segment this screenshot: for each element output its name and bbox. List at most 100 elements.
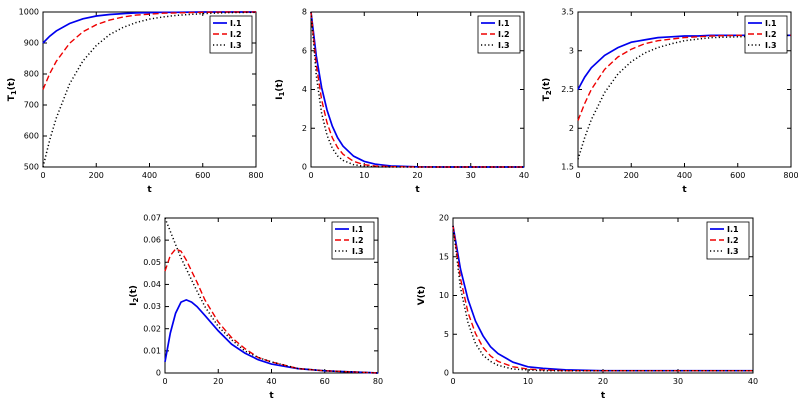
svg-text:0.03: 0.03 — [143, 302, 161, 311]
series-I.2 — [452, 225, 753, 372]
x-axis-label: t — [682, 185, 687, 195]
x-axis-label: t — [415, 185, 420, 195]
svg-text:2: 2 — [569, 124, 574, 133]
svg-text:0: 0 — [156, 369, 161, 378]
svg-text:1000: 1000 — [19, 8, 39, 17]
svg-text:20: 20 — [598, 377, 608, 386]
series-I.3 — [309, 11, 524, 168]
legend: I.1 I.2 I.3 — [706, 221, 750, 260]
chart-row-bottom: 0 20 40 60 80 0 0.01 0.02 0.03 0.04 0.05 0.06 0.07 t I… — [42, 211, 803, 405]
svg-text:20: 20 — [412, 171, 422, 180]
svg-text:40: 40 — [748, 377, 758, 386]
V-plot: 0 10 20 30 40 0 5 10 15 20 t V(t) I.1 I.2 I.3 — [417, 214, 758, 401]
svg-text:500: 500 — [24, 163, 39, 172]
svg-text:20: 20 — [213, 377, 223, 386]
legend-label-I.3: I.3 — [765, 41, 777, 50]
series-I.1 — [452, 225, 753, 372]
legend: I.1 I.2 I.3 — [209, 15, 253, 54]
svg-text:0.02: 0.02 — [143, 324, 161, 333]
svg-text:4: 4 — [301, 85, 306, 94]
legend-label-I.3: I.3 — [230, 41, 242, 50]
svg-text:0: 0 — [450, 377, 455, 386]
chart-row-top: 0 200 400 600 800 500 600 700 800 900 1000 t T1(t) I.… — [0, 5, 803, 199]
svg-text:0.04: 0.04 — [143, 280, 161, 289]
svg-text:0: 0 — [444, 369, 449, 378]
svg-text:200: 200 — [89, 171, 104, 180]
svg-text:0.06: 0.06 — [143, 236, 161, 245]
series-I.3 — [452, 225, 753, 372]
svg-text:40: 40 — [266, 377, 276, 386]
legend: I.1 I.2 I.3 — [477, 15, 520, 54]
svg-text:800: 800 — [24, 70, 39, 79]
legend-label-I.1: I.1 — [498, 19, 510, 28]
svg-text:0.05: 0.05 — [143, 258, 161, 267]
y-axis-label: T1(t) — [7, 78, 18, 102]
legend-label-I.1: I.1 — [352, 225, 364, 234]
svg-text:30: 30 — [673, 377, 683, 386]
svg-text:2.5: 2.5 — [561, 85, 574, 94]
chart-I1: 0 10 20 30 40 0 2 4 6 8 t I1(t) I.1 I.2 I.3 — [273, 5, 531, 199]
svg-text:10: 10 — [359, 171, 369, 180]
legend-label-I.1: I.1 — [765, 19, 777, 28]
series-I.1 — [164, 298, 379, 374]
svg-text:600: 600 — [24, 132, 39, 141]
legend: I.1 I.2 I.3 — [331, 221, 375, 260]
svg-text:5: 5 — [444, 330, 449, 339]
series-I.2 — [164, 248, 379, 374]
series-I.2 — [42, 11, 256, 90]
y-axis-label: V(t) — [417, 286, 427, 306]
y-axis-label: T2(t) — [542, 78, 553, 102]
svg-text:400: 400 — [677, 171, 692, 180]
svg-text:600: 600 — [195, 171, 210, 180]
svg-text:800: 800 — [783, 171, 798, 180]
svg-text:2: 2 — [301, 124, 306, 133]
legend-label-I.2: I.2 — [727, 236, 739, 245]
T1-plot: 0 200 400 600 800 500 600 700 800 900 1000 t T1(t) I.… — [7, 8, 264, 195]
chart-T1: 0 200 400 600 800 500 600 700 800 900 1000 t T1(t) I.… — [5, 5, 264, 199]
svg-text:10: 10 — [523, 377, 533, 386]
chart-I2: 0 20 40 60 80 0 0.01 0.02 0.03 0.04 0.05 0.06 0.07 t I… — [127, 211, 385, 405]
legend-label-I.3: I.3 — [352, 247, 364, 256]
svg-text:0: 0 — [301, 163, 306, 172]
legend-label-I.2: I.2 — [765, 30, 777, 39]
svg-text:200: 200 — [624, 171, 639, 180]
x-axis-label: t — [147, 185, 152, 195]
svg-text:3: 3 — [569, 46, 574, 55]
svg-text:80: 80 — [373, 377, 383, 386]
svg-text:900: 900 — [24, 39, 39, 48]
svg-text:8: 8 — [301, 8, 306, 17]
svg-text:1.5: 1.5 — [561, 163, 574, 172]
svg-text:400: 400 — [142, 171, 157, 180]
legend-label-I.1: I.1 — [230, 19, 242, 28]
svg-text:800: 800 — [248, 171, 263, 180]
svg-text:0.07: 0.07 — [143, 214, 161, 223]
chart-V: 0 10 20 30 40 0 5 10 15 20 t V(t) I.1 I.2 I.3 — [415, 211, 760, 405]
svg-text:0: 0 — [40, 171, 45, 180]
svg-text:15: 15 — [439, 252, 449, 261]
y-axis-label: I1(t) — [275, 79, 286, 100]
legend-label-I.3: I.3 — [498, 41, 510, 50]
svg-text:6: 6 — [301, 46, 306, 55]
chart-T2: 0 200 400 600 800 1.5 2 2.5 3 3.5 t T2(t) I.1 I.2 I.3 — [540, 5, 799, 199]
svg-text:0: 0 — [162, 377, 167, 386]
svg-text:0: 0 — [308, 171, 313, 180]
svg-text:20: 20 — [439, 214, 449, 223]
x-axis-label: t — [601, 391, 606, 401]
legend: I.1 I.2 I.3 — [744, 15, 788, 54]
svg-text:600: 600 — [730, 171, 745, 180]
svg-text:10: 10 — [439, 291, 449, 300]
legend-label-I.3: I.3 — [727, 247, 739, 256]
svg-text:0: 0 — [575, 171, 580, 180]
axes-box: 0 10 20 30 40 0 5 10 15 20 — [439, 214, 758, 386]
series-I.1 — [309, 11, 524, 168]
svg-text:30: 30 — [465, 171, 475, 180]
svg-text:0.01: 0.01 — [143, 346, 161, 355]
svg-text:40: 40 — [518, 171, 528, 180]
legend-label-I.2: I.2 — [230, 30, 242, 39]
series-I.2 — [577, 34, 791, 121]
svg-text:700: 700 — [24, 101, 39, 110]
I2-plot: 0 20 40 60 80 0 0.01 0.02 0.03 0.04 0.05 0.06 0.07 t I… — [129, 214, 383, 401]
legend-label-I.2: I.2 — [498, 30, 510, 39]
series-I.3 — [42, 11, 257, 168]
